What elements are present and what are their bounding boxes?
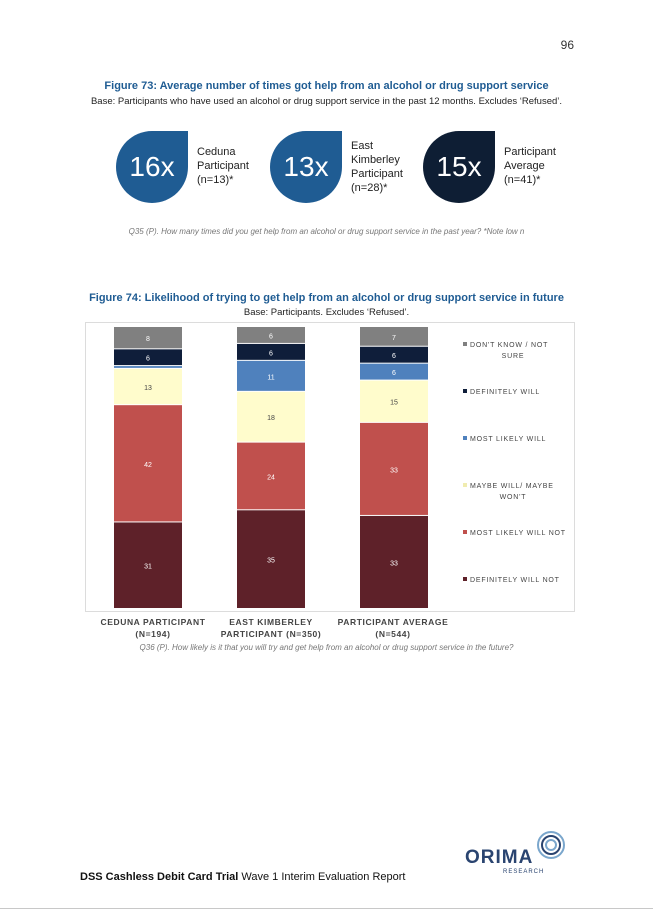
bar-segment	[114, 405, 182, 522]
x-tick-label-line: CEDUNA PARTICIPANT	[100, 617, 206, 627]
legend-swatch	[463, 530, 467, 534]
x-axis-label-ceduna: CEDUNA PARTICIPANT (N=194)	[73, 616, 233, 640]
bar-segment	[360, 422, 428, 515]
bar-segment	[114, 366, 182, 368]
bar-segment	[114, 522, 182, 608]
figure-74-question: Q36 (P). How likely is it that you will …	[139, 643, 514, 652]
figure-73-base: Base: Participants who have used an alco…	[90, 96, 563, 107]
data-label: 6	[392, 353, 396, 360]
x-tick-label-line: EAST KIMBERLEY	[229, 617, 313, 627]
stat-label: East Kimberley Participant (n=28)*	[351, 140, 403, 194]
data-label: 31	[144, 564, 152, 571]
data-label: 13	[144, 385, 152, 392]
bar-segment	[237, 343, 305, 360]
data-label: 42	[144, 462, 152, 469]
orima-logo: ORIMA RESEARCH	[465, 829, 575, 877]
x-tick-label-line: (N=544)	[375, 629, 411, 639]
stacked-bar-chart: 31 42 13 6 8 35 24 18 11 6 6 33 33 15 6 6 7 DON'T KNOW / …	[85, 322, 575, 612]
footer-report-title: DSS Cashless Debit Card Trial Wave 1 Int…	[80, 871, 405, 883]
legend-swatch	[463, 342, 467, 346]
legend-label: MOST LIKELY WILL NOT	[470, 530, 566, 537]
bar-segment	[237, 327, 305, 343]
legend-label: DEFINITELY WILL NOT	[470, 577, 560, 584]
x-axis-label-average: PARTICIPANT AVERAGE (N=544)	[313, 616, 473, 640]
data-label: 6	[392, 370, 396, 377]
bottom-divider	[0, 908, 653, 909]
bar-segment	[360, 327, 428, 346]
data-label: 11	[267, 374, 274, 381]
data-label: 15	[390, 400, 398, 407]
legend-swatch	[463, 483, 467, 487]
bar-segment	[360, 515, 428, 608]
stat-label: Ceduna Participant (n=13)*	[197, 146, 249, 186]
legend-label: DEFINITELY WILL	[470, 389, 540, 396]
data-label: 8	[146, 336, 150, 343]
bar-segment	[360, 380, 428, 422]
data-label: 33	[390, 467, 398, 474]
legend-label: MOST LIKELY WILL	[470, 436, 546, 443]
figure-73-question: Q35 (P). How many times did you get help…	[128, 227, 525, 236]
x-tick-label-line: PARTICIPANT AVERAGE	[337, 617, 449, 627]
x-axis-label-east-kimberley: EAST KIMBERLEY PARTICIPANT (N=350)	[191, 616, 351, 640]
legend-label: SURE	[502, 353, 525, 360]
logo-name: ORIMA	[465, 847, 534, 868]
stat-bubble: 15x	[423, 131, 495, 203]
chart-canvas: 31 42 13 6 8 35 24 18 11 6 6 33 33 15 6 6 7 DON'T KNOW / …	[114, 327, 566, 608]
data-label: 6	[146, 356, 150, 363]
data-label: 33	[390, 560, 398, 567]
legend-swatch	[463, 389, 467, 393]
bar-segment	[237, 442, 305, 510]
data-label: 18	[267, 415, 275, 422]
legend-swatch	[463, 577, 467, 581]
bar-segment	[237, 510, 305, 608]
bar-segment	[237, 360, 305, 391]
bar-segment	[237, 391, 305, 442]
legend-swatch	[463, 436, 467, 440]
page-number: 96	[560, 38, 574, 52]
stat-bubble: 13x	[270, 131, 342, 203]
bar-segment	[360, 346, 428, 363]
data-label: 6	[269, 333, 273, 340]
stat-label: Participant Average (n=41)*	[504, 146, 556, 186]
logo-rings-icon	[537, 831, 565, 859]
data-label: 7	[392, 335, 396, 342]
x-tick-label-line: (N=194)	[135, 629, 171, 639]
data-label: 24	[267, 474, 275, 481]
figure-73-title: Figure 73: Average number of times got h…	[104, 80, 549, 92]
stat-bubble: 16x	[116, 131, 188, 203]
x-tick-label-line: PARTICIPANT (N=350)	[220, 629, 322, 639]
data-label: 6	[269, 350, 273, 357]
legend-label: MAYBE WILL/ MAYBE	[470, 483, 554, 490]
legend-label: WON'T	[500, 494, 527, 501]
footer-rest: Wave 1 Interim Evaluation Report	[238, 871, 406, 883]
data-label: 35	[267, 558, 275, 565]
footer-bold: DSS Cashless Debit Card Trial	[80, 871, 239, 883]
bar-segment	[114, 349, 182, 366]
bar-segment	[114, 368, 182, 405]
figure-74-base: Base: Participants. Excludes ‘Refused’.	[243, 307, 410, 318]
legend-label: DON'T KNOW / NOT	[470, 342, 548, 349]
bar-segment	[114, 327, 182, 349]
figure-74-title: Figure 74: Likelihood of trying to get h…	[89, 292, 564, 304]
bar-segment	[360, 363, 428, 380]
logo-sub: RESEARCH	[503, 869, 545, 875]
